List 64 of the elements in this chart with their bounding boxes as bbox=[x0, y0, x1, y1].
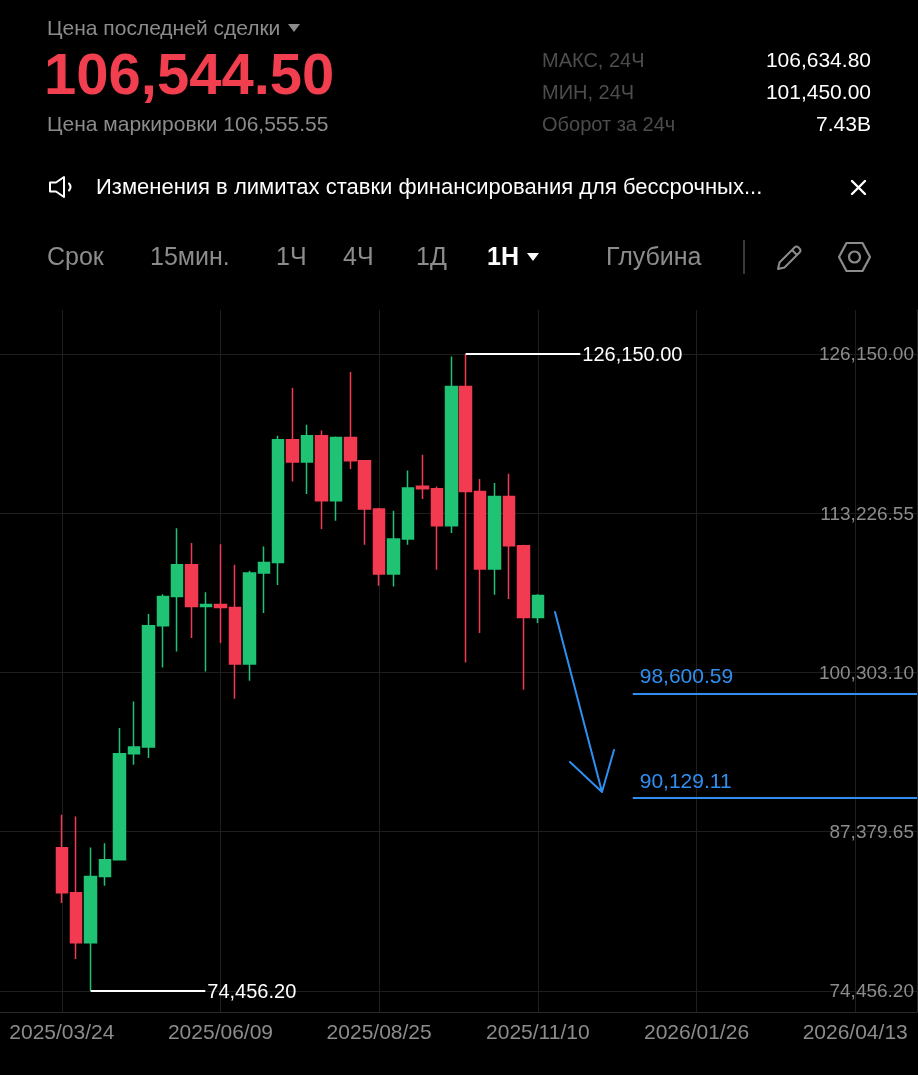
candlestick bbox=[329, 435, 343, 522]
text: 4Ч bbox=[343, 242, 374, 270]
candlestick bbox=[127, 700, 141, 766]
candlestick bbox=[430, 485, 444, 571]
text: Глубина bbox=[606, 242, 702, 270]
ref-line-label: 90,129.11 bbox=[639, 768, 732, 792]
y-tick-label: 113,226.55 bbox=[820, 502, 914, 524]
text: 106,634.80 bbox=[765, 48, 871, 71]
x-tick-label: 2026/04/13 bbox=[802, 1020, 908, 1043]
chart-title: Цена последней сделки bbox=[47, 16, 281, 39]
text: 1Н bbox=[487, 242, 519, 270]
text: 1Д bbox=[416, 242, 447, 270]
candlestick bbox=[401, 469, 415, 546]
candlestick bbox=[458, 353, 473, 664]
candlestick bbox=[444, 355, 459, 534]
candlestick bbox=[213, 543, 228, 644]
x-tick-label: 2025/03/24 bbox=[9, 1020, 115, 1043]
ref-line-label: 98,600.59 bbox=[639, 664, 734, 688]
candlestick bbox=[415, 453, 430, 500]
candlestick bbox=[502, 473, 516, 600]
y-tick-label: 100,303.10 bbox=[818, 661, 914, 683]
annotation: 74,456.20 bbox=[207, 979, 297, 1002]
candlestick bbox=[83, 846, 98, 992]
text: 1Ч bbox=[276, 242, 307, 270]
text: МИН, 24Ч bbox=[542, 81, 635, 103]
text: 101,450.00 bbox=[765, 80, 871, 103]
text: Цена маркировки 106,555.55 bbox=[47, 112, 329, 135]
candlestick bbox=[372, 507, 386, 587]
candlestick bbox=[516, 544, 531, 691]
text: 15мин. bbox=[150, 242, 230, 270]
candlestick bbox=[141, 613, 156, 759]
candlestick bbox=[170, 527, 184, 653]
candlestick bbox=[228, 564, 242, 700]
y-tick-label: 126,150.00 bbox=[818, 343, 914, 365]
candlestick bbox=[55, 814, 69, 904]
candlestick bbox=[531, 593, 545, 624]
candlestick bbox=[271, 434, 285, 586]
text: Оборот за 24ч bbox=[542, 113, 676, 135]
text: МАКС, 24Ч bbox=[542, 49, 645, 71]
text: Срок bbox=[47, 242, 104, 270]
candlestick bbox=[257, 545, 271, 614]
candlestick bbox=[69, 815, 83, 960]
candlestick bbox=[285, 387, 300, 483]
x-tick-label: 2026/01/26 bbox=[643, 1020, 750, 1043]
candlestick bbox=[199, 591, 213, 673]
text: 7.43B bbox=[816, 112, 871, 135]
candlestick bbox=[314, 429, 329, 530]
text: Изменения в лимитах ставки финансирования для бессрочных... bbox=[96, 174, 763, 199]
chart-subtitle: 106,544.50 bbox=[44, 41, 335, 106]
x-tick-label: 2025/11/10 bbox=[486, 1020, 590, 1043]
candlestick bbox=[487, 482, 502, 596]
candlestick bbox=[242, 569, 257, 682]
candlestick bbox=[98, 842, 112, 887]
candlestick bbox=[112, 727, 127, 862]
candlestick bbox=[473, 478, 487, 634]
candlestick bbox=[386, 510, 401, 588]
candlestick bbox=[184, 542, 199, 639]
y-tick-label: 87,379.65 bbox=[829, 821, 914, 843]
x-tick-label: 2025/08/25 bbox=[326, 1020, 432, 1043]
candlestick bbox=[300, 424, 314, 495]
candlestick bbox=[156, 593, 170, 669]
annotation: 126,150.00 bbox=[582, 342, 683, 365]
x-tick-label: 2025/06/09 bbox=[167, 1020, 274, 1043]
y-tick-label: 74,456.20 bbox=[829, 980, 914, 1002]
